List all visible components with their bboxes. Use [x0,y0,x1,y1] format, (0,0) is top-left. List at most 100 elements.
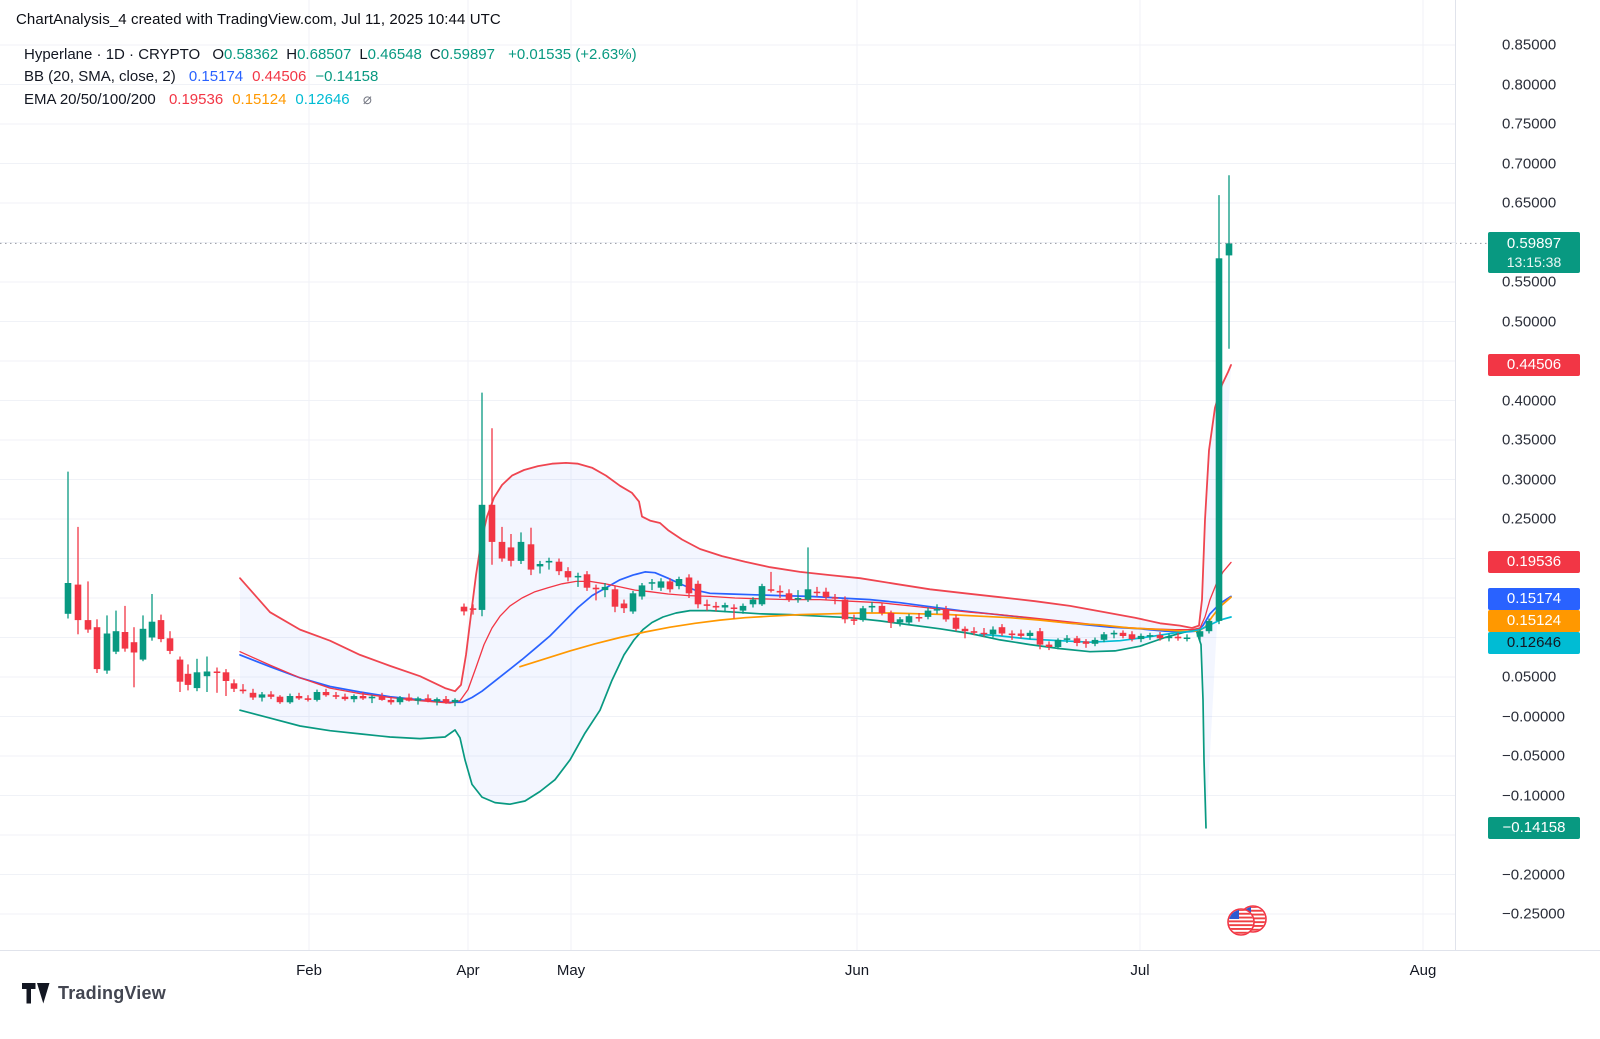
candle-down [507,547,515,561]
price-tick-label: −0.00000 [1502,708,1565,725]
bb-value: 0.15174 [188,68,244,85]
candle-up [749,599,757,605]
candle-down [239,689,247,692]
candle-down [276,696,284,703]
candle-up [1225,243,1233,256]
candle-down [592,587,600,590]
candle-up [350,696,358,700]
time-axis[interactable]: Feb Apr May Jun Jul Aug [0,950,1600,990]
candle-down [555,561,563,572]
price-tick-label: −0.25000 [1502,905,1565,923]
candle-down [267,694,275,697]
symbol-legend-row[interactable]: Hyperlane · 1D · CRYPTO O0.58362 H0.68507… [24,46,637,63]
candle-down [776,590,784,593]
ema-value: 0.12646 [295,91,350,108]
price-tick-label: −0.10000 [1502,787,1565,804]
candle-down [952,617,960,629]
candle-up [103,633,111,671]
bb-values: 0.15174 0.44506 −0.14158 [180,68,378,85]
candle-down [850,619,858,621]
ema-legend-row[interactable]: EMA 20/50/100/200 0.19536 0.15124 0.12646 … [24,90,372,108]
candle-up [64,583,72,614]
price-tick-label: 0.85000 [1502,36,1557,54]
candle-up [517,541,525,561]
ema-value: 0.19536 [168,91,224,108]
candle-down [359,696,367,699]
candle-down [295,696,303,699]
candle-up [905,616,913,623]
bb-legend-row[interactable]: BB (20, SMA, close, 2) 0.15174 0.44506 −0.… [24,68,378,85]
tradingview-logo[interactable]: TradingView [22,983,166,1004]
candle-up [368,696,376,699]
price-axis[interactable]: 0.85000 0.80000 0.75000 0.70000 0.65000 0.550… [1456,0,1600,950]
candle-up [1165,636,1173,639]
candle-down [442,699,450,703]
candle-down [166,638,174,651]
candle-up [648,582,656,584]
ohlc-label: C [429,46,441,63]
candle-down [564,571,572,578]
price-tick-label: 0.70000 [1502,155,1557,172]
candle-down [1045,644,1053,647]
ohlc-values: O0.58362 H0.68507 L0.46548 C0.59897 [204,46,495,63]
candle-down [998,627,1006,634]
candle-down [222,672,230,681]
candle-up [896,619,904,623]
candle-up [1100,634,1108,640]
candle-up [258,694,266,698]
ohlc-label: L [359,46,368,63]
ohlc-value: 0.59897 [440,46,495,63]
candle-down [387,699,395,703]
candle-up [758,586,766,605]
candle-down [332,695,340,697]
price-tick-label: −0.20000 [1502,866,1565,883]
ohlc-label: H [286,46,298,63]
price-tick-label: 0.25000 [1502,510,1557,528]
candle-up [1026,632,1034,636]
candle-up [1063,638,1071,640]
indicator-price-badge: 0.19536 [1488,551,1580,574]
candle-down [1174,636,1182,639]
candle-down [822,591,830,598]
candle-down [1073,638,1081,643]
month-label: Aug [1409,962,1437,979]
candle-down [1128,634,1136,639]
price-tick-label: −0.05000 [1502,747,1565,765]
candle-up [1215,258,1223,621]
candle-down [378,696,386,700]
candle-down [703,604,711,606]
candle-up [1205,620,1213,632]
candle-down [583,574,591,588]
candle-up [794,598,802,600]
candle-up [478,504,486,610]
badge-price: 0.44506 [1506,355,1562,373]
candle-up [989,629,997,635]
candle-down [341,696,349,700]
ema-legend-label: EMA 20/50/100/200 [24,91,156,108]
candle-down [970,631,978,633]
candle-down [130,642,138,653]
candle-up [924,610,932,617]
candle-down [620,603,628,609]
candle-down [685,577,693,594]
candle-up [859,608,867,621]
candle-up [933,609,941,611]
candle-down [1082,641,1090,644]
economic-event-icon[interactable] [1227,905,1267,936]
candle-up [203,671,211,677]
candle-down [730,607,738,609]
candle-up [804,589,812,600]
candle-down [469,608,477,610]
candle-down [878,605,886,613]
candle-down [74,584,82,621]
price-tick-label: 0.75000 [1502,115,1557,133]
price-tick-label: 0.30000 [1502,471,1557,488]
candle-up [545,560,553,563]
candle-up [1196,631,1204,637]
candle-down [712,605,720,608]
candle-down [488,504,496,542]
ohlc-value: 0.46548 [367,46,422,63]
candle-down [694,583,702,605]
